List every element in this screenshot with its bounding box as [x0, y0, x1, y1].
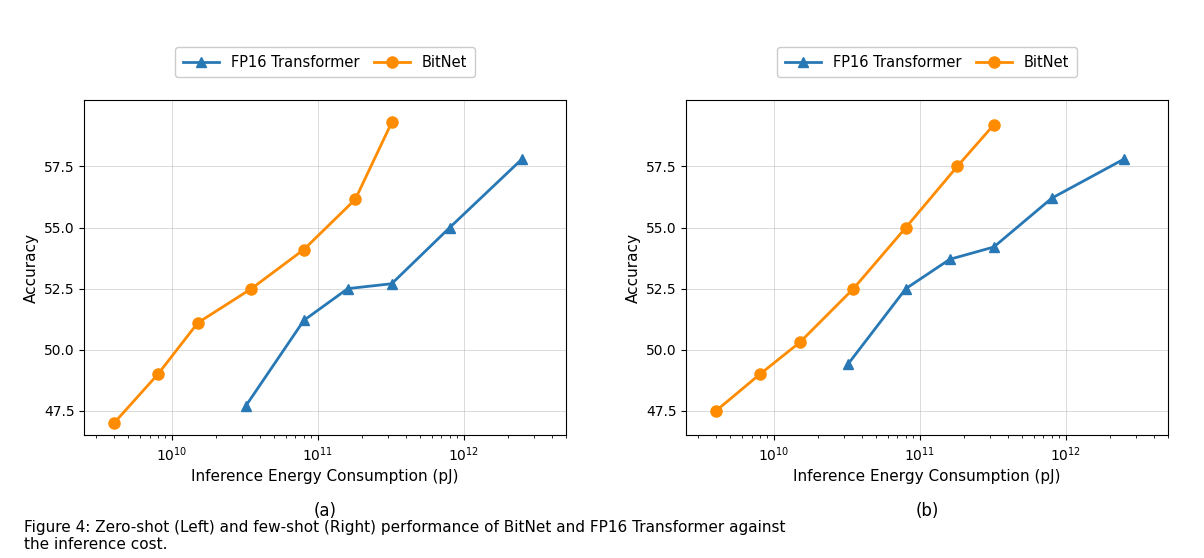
Line: FP16 Transformer: FP16 Transformer	[241, 154, 527, 411]
FP16 Transformer	[341, 285, 355, 292]
BitNet	[752, 371, 767, 378]
X-axis label: Inference Energy Consumption (pJ): Inference Energy Consumption (pJ)	[191, 469, 459, 484]
Line: BitNet: BitNet	[710, 119, 999, 416]
X-axis label: Inference Energy Consumption (pJ): Inference Energy Consumption (pJ)	[793, 469, 1061, 484]
FP16 Transformer	[384, 280, 399, 287]
Y-axis label: Accuracy: Accuracy	[23, 233, 39, 303]
BitNet	[348, 196, 362, 203]
Text: (a): (a)	[313, 502, 337, 520]
FP16 Transformer	[515, 156, 530, 162]
FP16 Transformer	[1045, 195, 1060, 201]
FP16 Transformer	[1117, 156, 1132, 162]
Y-axis label: Accuracy: Accuracy	[625, 233, 641, 303]
FP16 Transformer	[943, 256, 957, 263]
BitNet	[950, 163, 964, 170]
FP16 Transformer	[840, 361, 855, 368]
Legend: FP16 Transformer, BitNet: FP16 Transformer, BitNet	[176, 47, 474, 77]
BitNet	[244, 285, 259, 292]
BitNet	[150, 371, 165, 378]
BitNet	[792, 339, 807, 346]
BitNet	[846, 285, 861, 292]
BitNet	[709, 407, 724, 414]
FP16 Transformer	[238, 402, 253, 409]
BitNet	[384, 119, 399, 126]
FP16 Transformer	[296, 317, 311, 324]
BitNet	[296, 246, 311, 253]
BitNet	[190, 320, 205, 326]
FP16 Transformer	[898, 285, 913, 292]
Text: Figure 4: Zero-shot (Left) and few-shot (Right) performance of BitNet and FP16 T: Figure 4: Zero-shot (Left) and few-shot …	[24, 520, 785, 552]
FP16 Transformer	[443, 224, 458, 231]
Line: FP16 Transformer: FP16 Transformer	[843, 154, 1129, 369]
BitNet	[986, 122, 1001, 128]
BitNet	[898, 224, 913, 231]
Line: BitNet: BitNet	[108, 117, 397, 429]
BitNet	[107, 420, 122, 426]
FP16 Transformer	[986, 244, 1001, 251]
Legend: FP16 Transformer, BitNet: FP16 Transformer, BitNet	[778, 47, 1076, 77]
Text: (b): (b)	[915, 502, 939, 520]
